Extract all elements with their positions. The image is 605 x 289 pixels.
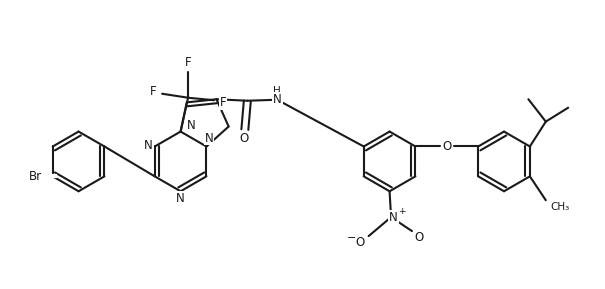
Text: N: N bbox=[273, 93, 281, 106]
Text: O: O bbox=[415, 231, 424, 244]
Text: F: F bbox=[185, 56, 191, 69]
Text: O: O bbox=[442, 140, 451, 153]
Text: O: O bbox=[239, 132, 249, 145]
Text: H: H bbox=[273, 86, 281, 96]
Text: +: + bbox=[398, 207, 406, 216]
Text: O: O bbox=[355, 236, 364, 249]
Text: N: N bbox=[204, 131, 214, 144]
Text: CH₃: CH₃ bbox=[551, 202, 570, 212]
Text: N: N bbox=[144, 139, 152, 152]
Text: Br: Br bbox=[28, 170, 42, 183]
Text: N: N bbox=[176, 192, 185, 205]
Text: N: N bbox=[187, 118, 196, 131]
Text: F: F bbox=[220, 96, 226, 109]
Text: F: F bbox=[150, 85, 157, 98]
Text: −: − bbox=[347, 233, 356, 242]
Text: N: N bbox=[389, 211, 398, 224]
